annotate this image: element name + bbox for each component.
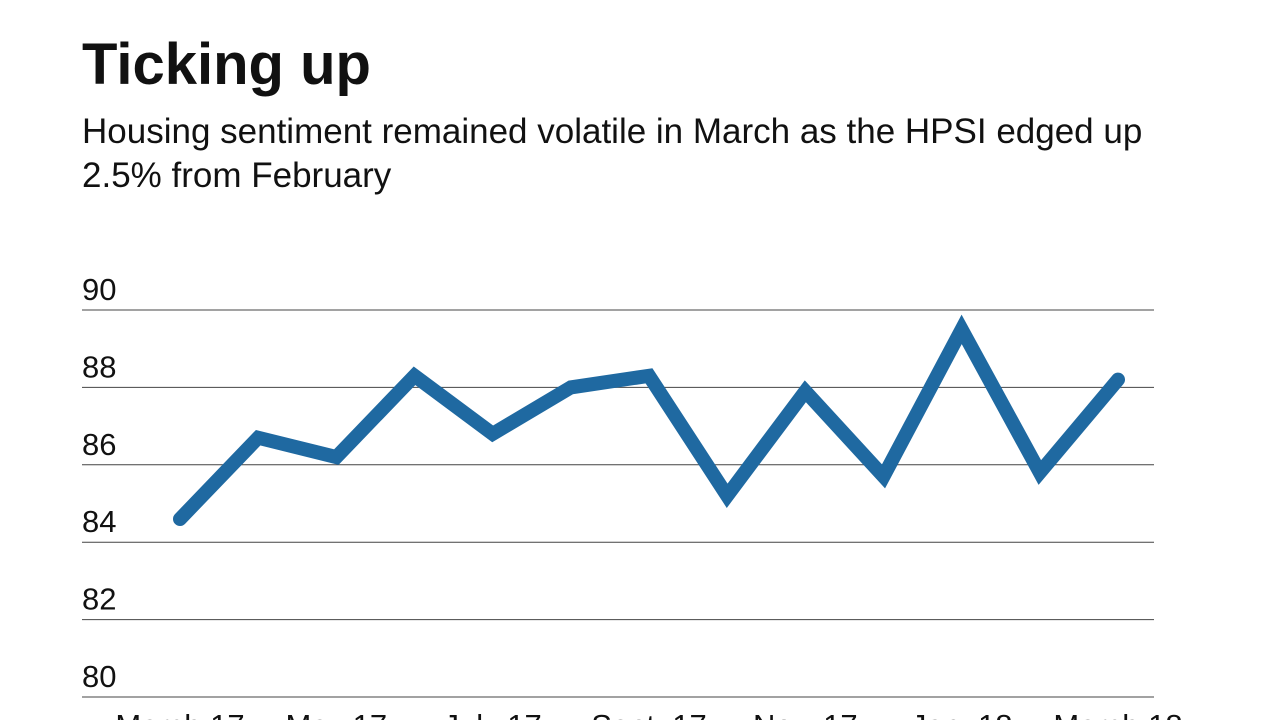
x-tick-label: Sept. 17 (591, 708, 706, 720)
y-tick-label: 82 (82, 582, 116, 617)
x-tick-label: Jan. 18 (911, 708, 1013, 720)
x-tick-label: March 17 (115, 708, 244, 720)
y-tick-label: 86 (82, 427, 116, 462)
x-tick-label: Nov. 17 (753, 708, 858, 720)
y-tick-label: 84 (82, 504, 116, 539)
y-tick-label: 90 (82, 272, 116, 307)
x-tick-label: July 17 (444, 708, 542, 720)
x-tick-label: March 18 (1053, 708, 1182, 720)
x-tick-label: May 17 (285, 708, 387, 720)
chart-subtitle: Housing sentiment remained volatile in M… (82, 112, 1143, 195)
y-tick-label: 80 (82, 659, 116, 694)
chart-title: Ticking up (82, 32, 371, 97)
data-line (173, 314, 1125, 526)
y-tick-label: 88 (82, 349, 116, 384)
